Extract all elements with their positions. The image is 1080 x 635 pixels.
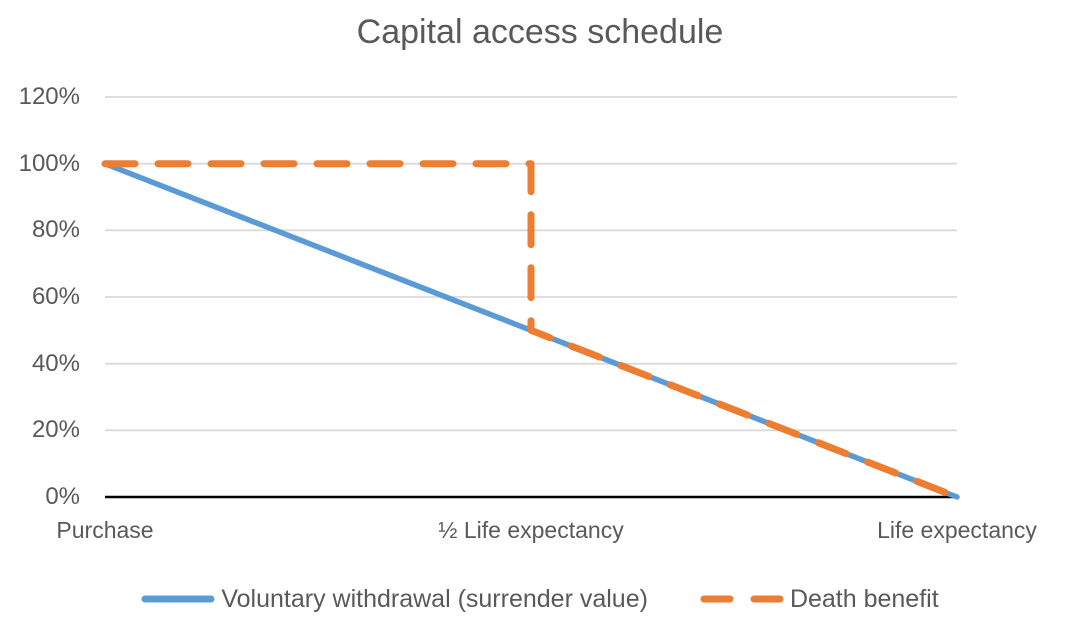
y-tick-label: 20% [31,416,80,444]
y-tick-label: 0% [45,483,80,510]
legend-item-death-benefit: Death benefit [700,585,939,614]
chart-title: Capital access schedule [356,13,724,51]
legend-label-voluntary-withdrawal: Voluntary withdrawal (surrender value) [221,584,648,613]
y-tick-label: 40% [31,349,80,377]
legend-swatch-solid-line-icon [141,595,215,603]
series-line-death-benefit [101,160,961,501]
x-tick-label: ½ Life expectancy [438,517,624,543]
y-tick-label: 100% [18,149,80,177]
legend-label-death-benefit: Death benefit [789,584,939,613]
y-tick-label: 80% [31,216,80,244]
legend-swatch-dashed-line-icon [700,595,784,603]
x-tick-label: Life expectancy [877,517,1037,543]
legend: Voluntary withdrawal (surrender value) D… [0,580,1080,618]
y-tick-label: 120% [18,83,80,110]
y-tick-label: 60% [31,283,80,310]
x-tick-label: Purchase [56,517,154,543]
legend-item-voluntary-withdrawal: Voluntary withdrawal (surrender value) [141,585,648,614]
